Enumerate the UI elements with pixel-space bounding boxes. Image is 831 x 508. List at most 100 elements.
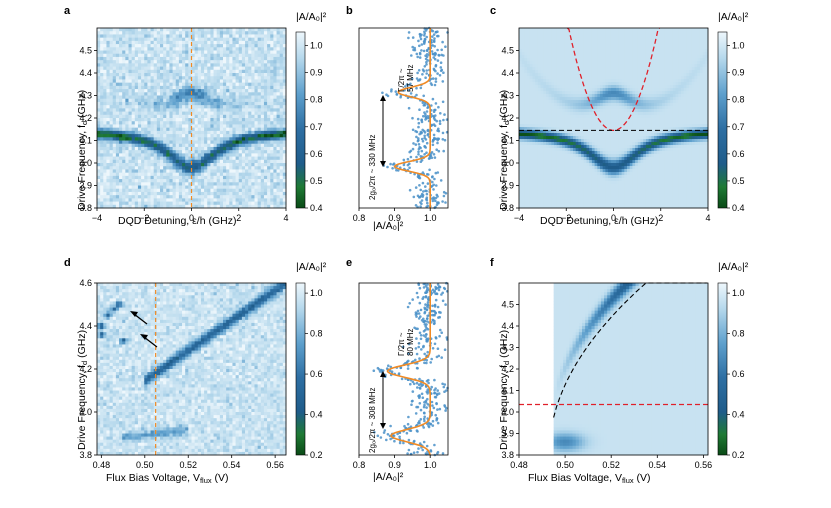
panel-a-cell — [273, 47, 277, 51]
panel-a-cell — [100, 89, 104, 93]
panel-a-cell — [131, 169, 136, 174]
panel-a-cell — [160, 63, 164, 67]
panel-a-cell — [194, 143, 199, 148]
panel-c-cell — [546, 169, 550, 173]
panel-a-cell — [125, 159, 129, 164]
panel-a-cell — [115, 66, 120, 71]
panel-b-point — [436, 72, 439, 75]
panel-a-cell — [282, 28, 287, 32]
panel-a-cell — [267, 53, 271, 58]
panel-c-cell — [537, 130, 541, 134]
panel-a-cell — [191, 182, 196, 186]
panel-a-cell — [100, 79, 104, 84]
panel-a-cell — [137, 201, 142, 206]
panel-a-cell — [267, 124, 271, 129]
panel-a-cell — [141, 188, 145, 193]
panel-a-cell — [251, 163, 255, 167]
panel-c-cell — [562, 205, 566, 209]
panel-a-cell — [125, 195, 129, 199]
panel-a-cell — [153, 146, 158, 151]
panel-c-cell — [543, 202, 547, 206]
panel-a-cell — [131, 28, 136, 32]
panel-a-cell — [204, 98, 208, 103]
panel-c-cell — [551, 199, 555, 203]
panel-a-cell — [223, 195, 227, 199]
panel-a-cell — [169, 163, 173, 167]
panel-a-cell — [188, 169, 192, 174]
panel-a-cell — [188, 82, 192, 87]
panel-a-cell — [131, 98, 136, 103]
panel-a-cell — [248, 140, 252, 145]
panel-a-cell — [238, 79, 243, 84]
panel-a-cell — [238, 124, 243, 129]
panel-a-cell — [257, 121, 262, 125]
panel-a-cell — [276, 98, 281, 103]
panel-a-cell — [134, 124, 139, 129]
panel-a-cell — [172, 69, 177, 74]
panel-a-cell — [103, 130, 107, 135]
panel-b-point — [426, 106, 429, 110]
panel-c-cell — [554, 70, 558, 74]
panel-a-cell — [279, 95, 284, 100]
panel-c-cell — [548, 61, 552, 65]
panel-a-cell — [273, 111, 277, 116]
panel-a-cell — [279, 108, 284, 112]
panel-a-cell — [235, 140, 240, 145]
panel-a-cell — [122, 179, 126, 183]
panel-c-cell — [519, 73, 523, 77]
panel-a-cell — [200, 159, 205, 164]
panel-a-cell — [276, 159, 281, 164]
panel-c-cell — [548, 142, 552, 146]
panel-a-cell — [254, 137, 259, 141]
panel-a-cell — [97, 82, 101, 87]
panel-b-point — [418, 52, 422, 56]
panel-a-cell — [223, 121, 227, 125]
panel-a-cell — [169, 95, 173, 100]
panel-c-cell — [562, 64, 566, 68]
panel-a-cell — [188, 198, 192, 202]
panel-a-cell — [204, 166, 208, 170]
panel-a-cell — [213, 95, 218, 100]
panel-a-cell — [245, 82, 249, 87]
panel-a-cell — [204, 201, 208, 206]
panel-a-cell — [185, 34, 189, 39]
panel-a-cell — [163, 50, 167, 55]
panel-c-cell — [529, 40, 533, 44]
panel-a-cell — [219, 37, 224, 42]
panel-c-cell — [548, 178, 552, 182]
panel-a-cell — [226, 204, 230, 209]
panel-c-cell — [548, 193, 552, 197]
panel-a-cell — [137, 159, 142, 164]
panel-a-cell — [245, 191, 249, 196]
panel-c-cell — [524, 91, 528, 95]
panel-a-cell — [276, 185, 281, 190]
panel-c-cell — [559, 67, 563, 71]
panel-a-cell — [191, 34, 196, 39]
panel-a-cell — [270, 31, 274, 35]
panel-a-cell — [226, 47, 230, 51]
panel-a-cell — [182, 179, 186, 183]
panel-c-cell — [519, 202, 523, 206]
panel-a-cell — [172, 92, 177, 96]
panel-a-cell — [185, 114, 189, 119]
panel-a-cell — [150, 201, 155, 206]
panel-c-cell — [551, 85, 555, 89]
panel-a-cell — [241, 124, 246, 129]
panel-a-cell — [251, 79, 255, 84]
panel-a-cell — [197, 172, 202, 177]
panel-a-cell — [178, 34, 183, 39]
panel-a-cell — [219, 105, 224, 109]
panel-a-cell — [216, 191, 221, 196]
panel-a-cell — [175, 137, 180, 141]
panel-a-cell — [106, 179, 110, 183]
panel-a-cell — [163, 169, 167, 174]
panel-a-cell — [226, 124, 230, 129]
panel-c-cell — [537, 157, 541, 161]
panel-c-cell — [546, 73, 550, 77]
panel-a-cell — [163, 89, 167, 93]
panel-a-cell — [100, 140, 104, 145]
panel-a-cell — [147, 185, 151, 190]
panel-a-cell — [200, 185, 205, 190]
panel-c-cell — [546, 124, 550, 128]
panel-a-cell — [219, 47, 224, 51]
